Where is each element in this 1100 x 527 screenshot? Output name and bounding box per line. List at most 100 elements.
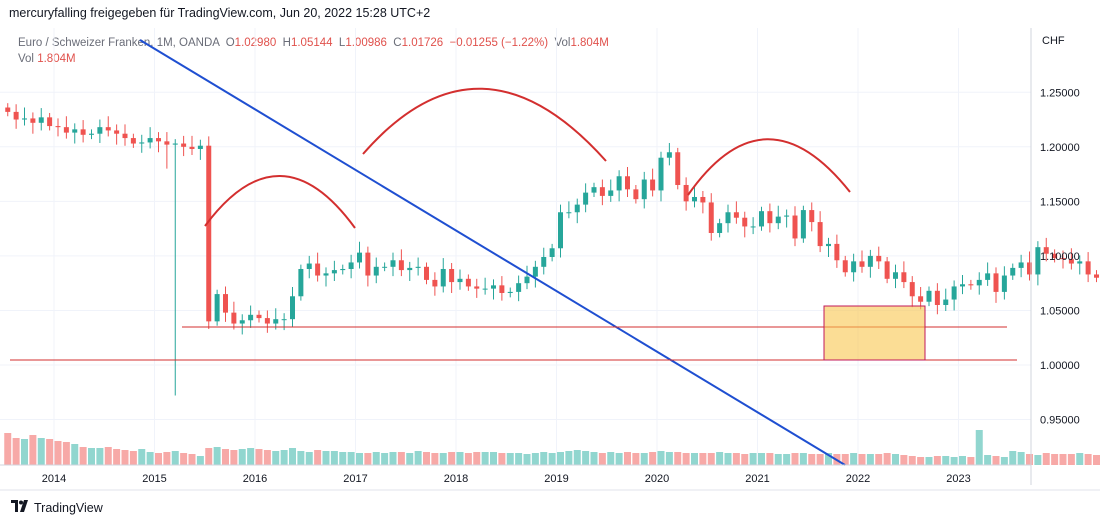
candle-body bbox=[239, 320, 245, 324]
candle-body bbox=[449, 268, 455, 283]
volume-bar bbox=[180, 453, 188, 465]
legend-high: 1.05144 bbox=[290, 37, 333, 49]
volume-bar bbox=[96, 448, 104, 465]
volume-bar bbox=[900, 455, 908, 465]
candle-body bbox=[800, 210, 806, 239]
candle-body bbox=[1085, 261, 1091, 275]
candle-body bbox=[13, 111, 19, 120]
volume-bar bbox=[799, 453, 807, 465]
volume-bar bbox=[29, 435, 37, 465]
candle-body bbox=[692, 196, 697, 202]
candle-body bbox=[507, 291, 513, 293]
x-tick-label: 2023 bbox=[946, 473, 970, 485]
volume-bar bbox=[774, 454, 782, 465]
candle-body bbox=[357, 252, 362, 263]
candle-body bbox=[641, 179, 647, 200]
volume-bar bbox=[682, 453, 690, 465]
volume-bar bbox=[230, 450, 238, 465]
candle-body bbox=[884, 261, 890, 279]
candle-body bbox=[918, 296, 924, 302]
candle-body bbox=[80, 129, 86, 135]
candle-body bbox=[5, 107, 11, 112]
candle-body bbox=[666, 152, 672, 158]
volume-bar bbox=[548, 453, 556, 465]
volume-bar bbox=[866, 454, 874, 465]
candle-body bbox=[1010, 267, 1016, 276]
y-tick-label: 1.25000 bbox=[1040, 87, 1080, 99]
candle-body bbox=[264, 318, 270, 324]
volume-bar bbox=[707, 453, 715, 465]
candle-body bbox=[206, 145, 212, 322]
candle-body bbox=[474, 286, 480, 289]
candle-body bbox=[407, 267, 413, 271]
volume-bar bbox=[933, 456, 941, 465]
volume-bar bbox=[632, 453, 640, 465]
candle-body bbox=[432, 279, 438, 287]
candle-body bbox=[985, 273, 991, 280]
volume-bar bbox=[657, 451, 665, 465]
volume-bar bbox=[280, 450, 288, 465]
volume-bar bbox=[741, 454, 749, 465]
candle-body bbox=[122, 133, 128, 139]
volume-bar bbox=[104, 447, 112, 465]
volume-bar bbox=[1084, 454, 1092, 465]
volume-bar bbox=[925, 457, 933, 465]
volume-bar bbox=[498, 453, 506, 465]
volume-bar bbox=[531, 453, 539, 465]
volume-bar bbox=[205, 448, 213, 465]
volume-bar bbox=[222, 449, 229, 465]
candle-body bbox=[214, 294, 220, 322]
candle-body bbox=[683, 184, 689, 202]
candle-body bbox=[1035, 247, 1041, 275]
candle-body bbox=[750, 226, 756, 228]
candle-body bbox=[22, 118, 27, 120]
candle-body bbox=[876, 255, 882, 262]
volume-bar bbox=[841, 454, 849, 465]
volume-bar bbox=[607, 452, 615, 465]
volume-bar bbox=[699, 453, 707, 465]
candle-body bbox=[47, 117, 53, 127]
volume-bar bbox=[1009, 451, 1017, 465]
y-tick-label: 1.15000 bbox=[1040, 196, 1080, 208]
candle-body bbox=[223, 294, 228, 313]
candle-body bbox=[817, 222, 823, 247]
axes: CHF 1.25000 1.20000 1.15000 1.10000 1.05000 1.… bbox=[0, 28, 1100, 491]
volume-bar bbox=[289, 448, 296, 465]
candle-body bbox=[960, 284, 965, 287]
candle-body bbox=[541, 256, 547, 267]
candle-body bbox=[976, 279, 982, 286]
volume-bar bbox=[967, 457, 975, 465]
volume-bar bbox=[615, 453, 623, 465]
candle-body bbox=[733, 212, 739, 218]
volume-bar bbox=[347, 452, 355, 465]
candle-body bbox=[1027, 262, 1032, 275]
candle-body bbox=[273, 319, 279, 324]
candle-body bbox=[30, 118, 36, 123]
volume-bar bbox=[808, 454, 816, 465]
volume-bar bbox=[791, 453, 799, 465]
volume-bar bbox=[79, 447, 87, 465]
volume-bar bbox=[624, 452, 631, 465]
volume-bar bbox=[875, 454, 883, 465]
footer: TradingView bbox=[11, 500, 103, 515]
volume-bar bbox=[138, 449, 146, 465]
volume-bar bbox=[414, 451, 422, 465]
candle-body bbox=[256, 314, 262, 319]
volume-bar bbox=[113, 449, 121, 465]
arc-left-shoulder bbox=[204, 175, 356, 229]
candle-body bbox=[331, 270, 337, 274]
volume-bar bbox=[975, 430, 983, 465]
volume-bars bbox=[4, 430, 1100, 465]
candle-body bbox=[1018, 262, 1024, 268]
volume-bar bbox=[439, 453, 447, 465]
volume-bar bbox=[582, 451, 590, 465]
legend-vol-label: Vol bbox=[554, 37, 571, 49]
volume-bar bbox=[1034, 455, 1042, 465]
candle-body bbox=[298, 268, 304, 297]
y-tick-label: 1.10000 bbox=[1040, 251, 1080, 263]
candle-body bbox=[775, 216, 781, 224]
candle-body bbox=[725, 212, 731, 224]
candle-body bbox=[290, 296, 295, 320]
currency-label: CHF bbox=[1042, 35, 1065, 47]
